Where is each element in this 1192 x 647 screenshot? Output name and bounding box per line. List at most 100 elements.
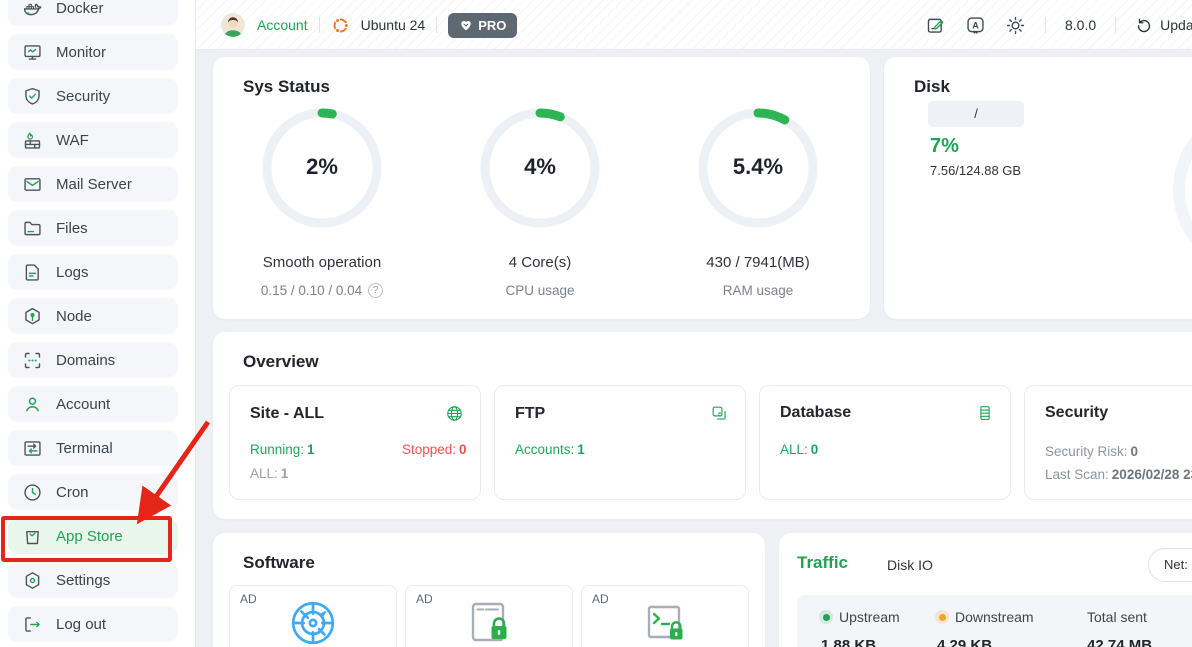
ad-badge: AD [416, 592, 433, 606]
traffic-stats-box: Upstream 1.88 KB Downstream 4.29 KB Tota… [797, 595, 1192, 647]
logout-icon [22, 614, 43, 635]
theme-sun-icon[interactable] [1005, 15, 1026, 36]
site-card[interactable]: Site - ALL Running: 1 Stopped: 0 ALL: 1 [229, 385, 481, 500]
sidebar-item-label: Mail Server [56, 175, 132, 193]
load-percent: 2% [306, 154, 338, 179]
domains-icon [22, 350, 43, 371]
gear-icon [22, 570, 43, 591]
site-all-stat: ALL: 1 [250, 466, 289, 481]
ad-card-2[interactable]: AD [405, 585, 573, 647]
note-edit-icon[interactable] [925, 15, 946, 36]
topbar-right: A 8.0.0 Update [925, 0, 1192, 50]
disk-panel: Disk / 7% 7.56/124.88 GB [884, 57, 1192, 319]
sidebar-item-account[interactable]: Account [8, 386, 178, 422]
sidebar-item-docker[interactable]: Docker [8, 0, 178, 26]
upstream-value: 1.88 KB [821, 637, 877, 647]
sidebar-item-node[interactable]: Node [8, 298, 178, 334]
ram-detail: RAM usage [722, 283, 794, 298]
sidebar-item-label: Logs [56, 263, 89, 281]
avatar[interactable] [220, 12, 246, 38]
sidebar-item-label: Settings [56, 571, 111, 589]
divider [318, 17, 320, 33]
sidebar-item-label: Log out [56, 615, 107, 633]
sidebar-item-monitor[interactable]: Monitor [8, 34, 178, 70]
mail-icon [22, 174, 43, 195]
ubuntu-icon [331, 16, 350, 35]
total-sent-label: Total sent [1087, 609, 1147, 625]
disk-mount-tab[interactable]: / [928, 101, 1024, 127]
ram-caption: 430 / 7941(MB) [706, 254, 810, 271]
divider [1115, 17, 1117, 33]
database-card[interactable]: Database ALL: 0 [759, 385, 1011, 500]
node-icon [22, 306, 43, 327]
account-menu[interactable]: Account [257, 17, 308, 33]
version-label[interactable]: 8.0.0 [1065, 17, 1097, 33]
tab-traffic[interactable]: Traffic [797, 553, 849, 572]
svg-text:A: A [972, 20, 979, 30]
sidebar-item-label: Monitor [56, 43, 107, 61]
help-icon[interactable]: ? [368, 283, 384, 298]
sidebar-item-domains[interactable]: Domains [8, 342, 178, 378]
sidebar-item-cron[interactable]: Cron [8, 474, 178, 510]
security-card[interactable]: Security Security Risk: 0 Last Scan: 2026/… [1024, 385, 1192, 500]
topbar-left: Account Ubuntu 24 PRO [220, 0, 518, 50]
sidebar-item-settings[interactable]: Settings [8, 562, 178, 598]
ad-card-1[interactable]: AD [229, 585, 397, 647]
downstream-value: 4.29 KB [937, 637, 993, 647]
ram-percent: 5.4% [732, 154, 784, 179]
sidebar-item-files[interactable]: Files [8, 210, 178, 246]
ftp-card[interactable]: FTP Accounts: 1 [494, 385, 746, 500]
sidebar-item-label: Cron [56, 483, 89, 501]
cpu-caption: 4 Core(s) [508, 254, 572, 271]
traffic-panel: Traffic Disk IO Net: Upstream 1.88 KB Do… [779, 533, 1192, 647]
divider [436, 17, 438, 33]
sidebar-item-label: Files [56, 219, 88, 237]
terminal-icon [22, 438, 43, 459]
sidebar-item-label: Terminal [56, 439, 113, 457]
sidebar-item-security[interactable]: Security [8, 78, 178, 114]
disk-percent: 7% [930, 135, 959, 157]
sidebar-item-app-store[interactable]: App Store [8, 518, 178, 554]
downstream-label: Downstream [955, 609, 1034, 625]
cpu-detail: CPU usage [505, 283, 575, 298]
software-title: Software [243, 553, 315, 572]
clock-icon [22, 482, 43, 503]
upstream-label: Upstream [839, 609, 900, 625]
disk-title: Disk [914, 77, 950, 96]
sidebar-item-label: Account [56, 395, 111, 413]
update-label: Update [1160, 17, 1192, 33]
sidebar-item-label: Docker [56, 0, 104, 17]
security-lastscan-stat: Last Scan: 2026/02/28 23 [1045, 467, 1192, 482]
ram-gauge [698, 108, 818, 228]
sidebar-item-waf[interactable]: WAF [8, 122, 178, 158]
site-running-stat: Running: 1 [250, 442, 315, 457]
cpu-percent: 4% [524, 154, 556, 179]
overview-panel: Overview Site - ALL Running: 1 Stopped: 0 … [213, 332, 1192, 519]
update-button[interactable]: Update [1135, 16, 1192, 34]
ad-card-3[interactable]: AD [581, 585, 749, 647]
app-store-icon [22, 526, 43, 547]
ftp-accounts-stat: Accounts: 1 [515, 442, 585, 457]
browser-lock-icon [406, 598, 572, 647]
language-icon[interactable]: A [965, 15, 986, 36]
total-sent-col: Total sent 42.74 MB [1087, 609, 1152, 647]
sidebar: Docker Monitor Security WAF Mail Server [0, 0, 196, 647]
software-panel: Software AD AD AD [213, 533, 765, 647]
firewall-icon [22, 130, 43, 151]
sidebar-item-logs[interactable]: Logs [8, 254, 178, 290]
pro-badge[interactable]: PRO [448, 12, 518, 38]
site-stopped-stat: Stopped: 0 [402, 442, 467, 457]
security-card-title: Security [1045, 404, 1109, 421]
pro-label: PRO [478, 17, 507, 33]
sidebar-item-label: Security [56, 87, 111, 105]
sidebar-item-mail-server[interactable]: Mail Server [8, 166, 178, 202]
tab-disk-io[interactable]: Disk IO [887, 557, 933, 573]
sidebar-item-terminal[interactable]: Terminal [8, 430, 178, 466]
shield-icon [22, 86, 43, 107]
net-select[interactable]: Net: [1148, 548, 1192, 582]
cpu-gauge [480, 108, 600, 228]
topbar: Account Ubuntu 24 PRO A 8.0.0 Update [196, 0, 1192, 50]
downstream-col: Downstream 4.29 KB [935, 609, 1034, 647]
disk-usage: 7.56/124.88 GB [930, 163, 1022, 178]
sidebar-item-logout[interactable]: Log out [8, 606, 178, 642]
